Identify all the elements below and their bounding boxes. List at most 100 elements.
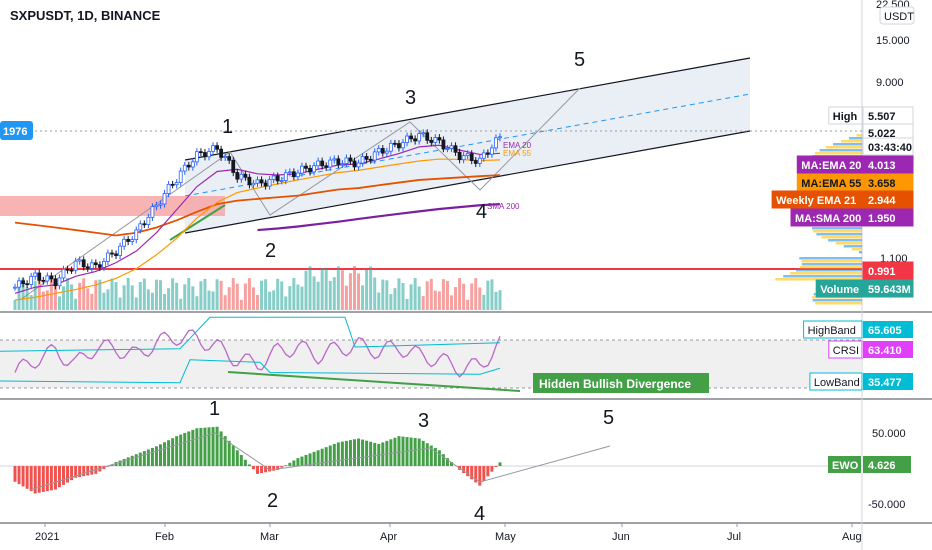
time-axis[interactable]: 2021 Feb Mar Apr May Jun Jul Aug: [35, 523, 862, 543]
ewo-bar: [425, 443, 429, 466]
volume-bar: [70, 284, 74, 310]
candle-body: [190, 161, 195, 168]
candle-body: [77, 259, 82, 262]
wave-channel-fill: [185, 58, 750, 233]
candle-body: [25, 283, 30, 286]
volume-bar: [445, 280, 449, 310]
ewo-bar: [445, 458, 449, 466]
candle-body: [166, 183, 171, 194]
divergence-annotation-bg: [533, 373, 709, 393]
ewo-bar: [251, 466, 255, 470]
volume-bar: [102, 292, 106, 310]
symbol-title[interactable]: SXPUSDT, 1D, BINANCE: [10, 8, 161, 23]
volume-bar: [324, 267, 328, 310]
candle-body: [85, 266, 90, 269]
crsi-lines: [0, 316, 501, 384]
divergence-annotation: Hidden Bullish Divergence: [539, 377, 691, 391]
ewo-bar: [191, 429, 195, 466]
volume-bar: [66, 278, 70, 310]
ewo-bar: [45, 466, 49, 492]
candle-body: [271, 175, 276, 180]
crsi-badge-label: CRSI: [833, 345, 859, 357]
ewo-bar: [292, 460, 296, 466]
candle-body: [239, 173, 244, 180]
currency-button[interactable]: USDT: [884, 11, 914, 23]
candle-body: [449, 145, 454, 149]
price-tick-15000: 15.000: [876, 35, 910, 47]
candle-body: [376, 148, 381, 153]
volume-bar: [466, 299, 470, 310]
ewo-bar: [49, 466, 53, 491]
volume-bar: [175, 282, 179, 310]
candle-body: [336, 158, 341, 165]
candle-body: [429, 139, 434, 143]
ewo-bar: [122, 458, 126, 466]
volume-bar: [348, 273, 352, 310]
volume-bar: [340, 270, 344, 310]
volume-bar: [365, 269, 369, 310]
candle-body: [490, 147, 494, 155]
volume-bar: [284, 296, 288, 310]
ewo-bar: [130, 455, 134, 466]
volume-bar: [433, 290, 437, 310]
candle-body: [126, 238, 131, 242]
time-label: Aug: [842, 531, 862, 543]
candle-body: [409, 135, 413, 140]
candle-body: [29, 275, 34, 285]
ewo-bar: [78, 466, 82, 477]
candle-body: [215, 145, 219, 150]
candle-body: [223, 156, 228, 158]
volume-bar: [357, 273, 361, 310]
candle-body: [259, 179, 264, 184]
volume-bar: [94, 280, 98, 310]
volume-bar: [300, 286, 304, 310]
crsi-badge-label: LowBand: [814, 377, 860, 389]
ewo-bar: [284, 465, 288, 466]
candle-body: [53, 278, 58, 287]
candle-body: [437, 137, 442, 141]
ewo-badge-value-bg: [863, 456, 911, 473]
ewo-bar: [66, 466, 70, 483]
badge-value-bg: [862, 208, 914, 227]
ewo-bar: [332, 444, 336, 466]
volume-profile-bar: [775, 278, 862, 281]
volume-bar: [361, 285, 365, 310]
candle-body: [21, 280, 25, 285]
candle-body: [453, 145, 458, 153]
volume-bar: [74, 298, 78, 310]
volume-bar: [397, 278, 401, 310]
candle-body: [61, 268, 66, 279]
ewo-bar: [478, 466, 482, 486]
candle-body: [199, 151, 203, 154]
ewo-bar: [25, 466, 29, 489]
candle-body: [380, 148, 385, 154]
wave-label-5: 5: [574, 49, 585, 71]
ewo-bar: [369, 441, 373, 466]
volume-profile-bar: [799, 266, 862, 269]
candle-body: [174, 182, 179, 186]
ewo-wave-label-5: 5: [603, 407, 614, 429]
candle-body: [332, 158, 337, 161]
ewo-bar: [441, 454, 445, 466]
currency-button-bg[interactable]: [879, 6, 915, 25]
ewo-bar: [450, 462, 453, 466]
time-label: Mar: [260, 531, 279, 543]
ewo-bar: [357, 438, 361, 466]
badge-value: 03:43:40: [868, 142, 912, 154]
candle-body: [243, 173, 248, 178]
divergence-line: [227, 371, 521, 392]
volume-bar: [421, 296, 425, 310]
volume-bar: [276, 278, 280, 310]
ewo-bar: [320, 448, 324, 466]
volume-bar: [171, 278, 175, 310]
volume-bar: [413, 278, 417, 310]
crsi-badges: HighBand 65.605 CRSI 63.410 LowBand 35.477: [803, 320, 913, 391]
volume-bar: [393, 288, 397, 310]
candle-body: [413, 138, 418, 142]
volume-bar: [150, 292, 154, 310]
candle-body: [344, 157, 349, 164]
candle-body: [110, 252, 114, 255]
ewo-bar: [328, 445, 332, 466]
volume-bar: [82, 278, 86, 310]
